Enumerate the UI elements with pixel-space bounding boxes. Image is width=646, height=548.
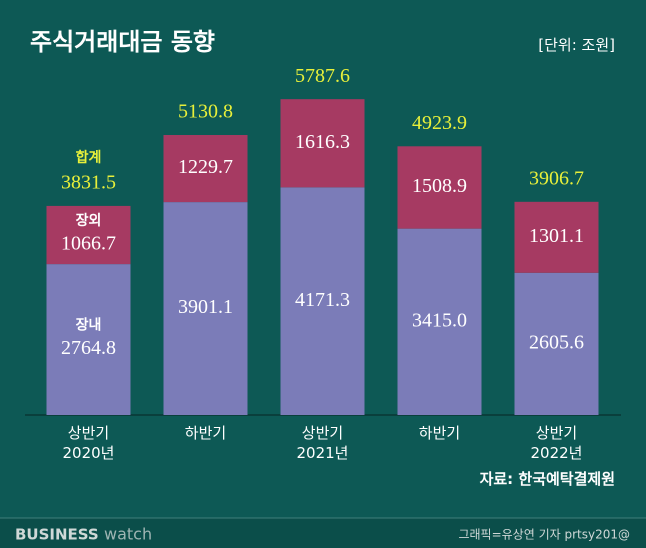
bar-segment — [397, 146, 482, 229]
total-label: 5130.8 — [178, 101, 233, 123]
value-label: 2605.6 — [529, 331, 584, 353]
x-tick-label: 상반기 2020년 — [62, 424, 115, 462]
bar-segment — [46, 264, 131, 415]
total-label: 3831.5 — [61, 172, 116, 194]
bar-segment — [514, 201, 599, 273]
total-label: 4923.9 — [412, 112, 467, 134]
bar-segment — [280, 187, 365, 415]
x-tick-label: 하반기 — [418, 424, 461, 442]
x-tick-label: 상반기 2021년 — [296, 424, 349, 462]
unit: [단위: 조원] — [538, 36, 615, 54]
value-label: 2764.8 — [61, 337, 116, 359]
value-label: 3901.1 — [178, 296, 233, 318]
value-label: 1508.9 — [412, 175, 467, 197]
bar-segment — [46, 205, 131, 265]
value-label: 4171.3 — [295, 289, 350, 311]
value-label: 1066.7 — [61, 233, 116, 255]
series-name: 장외 — [76, 212, 102, 229]
series-name: 장내 — [76, 317, 102, 334]
total-label: 5787.6 — [295, 65, 350, 87]
brand: BUSINESS — [15, 526, 99, 544]
bar-segment — [514, 272, 599, 415]
total-name: 합계 — [76, 149, 102, 166]
bar-segment — [163, 202, 248, 415]
bar-segment — [280, 99, 365, 188]
total-label: 3906.7 — [529, 167, 584, 189]
source: 자료: 한국예탁결제원 — [480, 470, 615, 488]
x-tick-label: 하반기 — [184, 424, 227, 442]
bar-segment — [397, 228, 482, 415]
x-tick-label: 상반기 2022년 — [530, 424, 583, 462]
value-label: 1229.7 — [178, 156, 233, 178]
value-label: 1301.1 — [529, 225, 584, 247]
bar-segment — [163, 135, 248, 203]
value-label: 1616.3 — [295, 131, 350, 153]
credit: 그래픽=유상연 기자 prtsy201@ — [458, 528, 630, 542]
chart-title: 주식거래대금 동향 — [30, 28, 215, 56]
brand: watch — [104, 525, 152, 544]
footer-band — [0, 518, 646, 548]
value-label: 3415.0 — [412, 309, 467, 331]
